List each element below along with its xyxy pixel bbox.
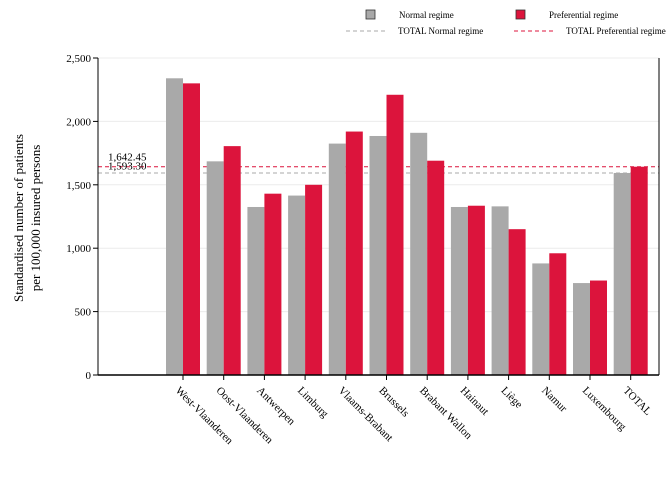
bar-preferential	[183, 83, 200, 376]
y-tick-label: 1,500	[66, 180, 91, 192]
bar-normal	[206, 161, 224, 375]
bar-preferential	[427, 160, 445, 375]
x-category-label: Antwerpen	[254, 385, 297, 428]
bar-preferential	[630, 166, 648, 375]
bars	[166, 78, 648, 376]
bar-preferential	[467, 205, 485, 375]
bar-normal	[450, 206, 468, 375]
x-category-label: Limburg	[295, 385, 331, 421]
x-category-label: Namur	[539, 385, 569, 415]
bar-normal	[166, 78, 183, 376]
y-tick-label: 2,000	[66, 116, 91, 128]
legend-label: TOTAL Normal regime	[398, 26, 483, 36]
x-category-label: Brussels	[376, 385, 411, 420]
bar-normal	[491, 206, 509, 375]
legend-label: Normal regime	[399, 10, 454, 20]
y-tick-label: 2,500	[66, 53, 91, 65]
bar-preferential	[508, 229, 526, 375]
bar-normal	[532, 263, 550, 375]
bar-preferential	[386, 94, 404, 375]
x-category-label: Hainaut	[458, 385, 491, 418]
bar-normal	[410, 132, 428, 375]
x-category-labels: West-VlaanderenOost-VlaanderenAntwerpenL…	[173, 385, 654, 448]
bar-preferential	[345, 131, 363, 375]
bar-normal	[573, 283, 590, 375]
bar-preferential	[264, 193, 282, 375]
reference-line-label: 1,593.30	[108, 161, 147, 173]
axes	[93, 57, 660, 380]
y-axis-title: Standardised number of patients per 100,0…	[11, 134, 43, 302]
bar-normal	[247, 206, 265, 375]
y-axis-title-line: Standardised number of patients	[11, 134, 26, 302]
bar-normal	[328, 143, 346, 375]
bar-normal	[288, 195, 306, 375]
bar-preferential	[223, 146, 241, 375]
y-axis-title-line: per 100,000 insured persons	[28, 145, 43, 292]
y-tick-label: 1,000	[66, 243, 91, 255]
x-category-label: Liège	[498, 385, 524, 411]
bar-preferential	[590, 280, 607, 375]
legend: Normal regime Preferential regime TOTAL No…	[346, 9, 666, 36]
legend-label: TOTAL Preferential regime	[566, 26, 666, 36]
reference-line-labels: 1,642.451,593.30	[108, 152, 147, 173]
legend-swatch	[365, 9, 376, 20]
y-tick-label: 500	[75, 307, 92, 319]
bar-preferential	[305, 184, 323, 375]
reference-line-label: 1,642.45	[108, 152, 147, 164]
y-tick-label: 0	[86, 370, 92, 382]
legend-swatch	[515, 9, 526, 20]
x-category-label: TOTAL	[621, 385, 654, 418]
legend-label: Preferential regime	[549, 10, 618, 20]
bar-normal	[613, 172, 631, 375]
bar-preferential	[549, 253, 567, 375]
bar-normal	[369, 135, 387, 375]
y-tick-labels: 0 500 1,000 1,500 2,000 2,500	[66, 53, 91, 382]
